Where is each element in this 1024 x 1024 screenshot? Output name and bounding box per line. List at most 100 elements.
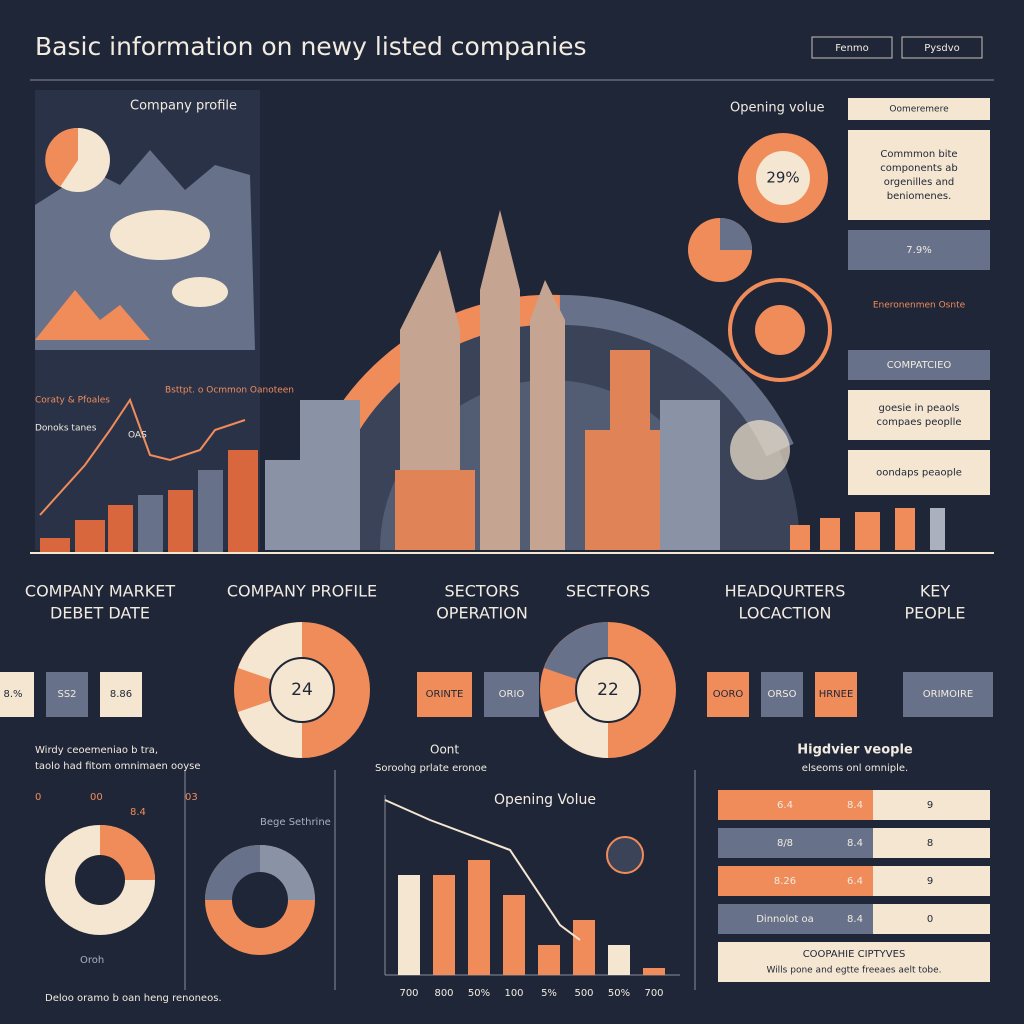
decor-rect (660, 400, 720, 550)
table-row (873, 790, 990, 820)
section-title: OPERATION (436, 604, 528, 623)
label: taolo had fitom omnimaen ooyse (35, 761, 201, 772)
decor-tspan: oondaps peaople (876, 468, 962, 479)
decor-polygon (480, 210, 520, 550)
label: Higdvier veople (797, 743, 913, 758)
chip (417, 672, 472, 717)
table-cell: 6.4 (777, 800, 793, 811)
decor-tspan: 7.9% (906, 245, 931, 256)
label: 8.4 (130, 807, 146, 818)
table-footer (718, 942, 990, 982)
decor-rect (608, 945, 630, 975)
decor-rect (643, 968, 665, 975)
info-box-text: goesie in peaols compaes peoplle (876, 403, 961, 428)
table-row (718, 790, 873, 820)
chip (707, 672, 749, 717)
table-cell: 8.4 (847, 914, 863, 925)
decor-circle (232, 872, 288, 928)
header-button[interactable] (901, 36, 983, 59)
chip-label: SS2 (57, 689, 76, 700)
label: 0 (35, 792, 41, 803)
decor-g (265, 400, 720, 550)
decor-rect (395, 470, 475, 550)
decor-path (45, 127, 78, 187)
section-title: COMPANY MARKET (25, 582, 175, 601)
decor-rect (138, 495, 163, 552)
decor-rect (300, 400, 360, 550)
table-row (873, 828, 990, 858)
info-box-text: 7.9% (906, 245, 931, 256)
chip-label: ORIO (499, 689, 525, 700)
table-cell: 8.4 (847, 838, 863, 849)
decor-polygon (530, 280, 565, 550)
decor-tspan: Commmon bite (880, 149, 957, 160)
label: 03 (185, 792, 198, 803)
decor-circle (606, 836, 644, 874)
header-button[interactable] (811, 36, 893, 59)
table-cell: 8 (927, 838, 933, 849)
chip (761, 672, 803, 717)
label: OAS (128, 431, 147, 441)
decor-g: Wirdy ceoemeniao b tra, taolo had fitom o… (35, 745, 331, 1004)
donut-value: 24 (291, 680, 313, 700)
chip (903, 672, 993, 717)
box-top: Oomeremere (889, 105, 949, 115)
section-title: HEADQURTERS (725, 582, 846, 601)
label: Coraty & Pfoales (35, 396, 110, 406)
decor-rect (610, 350, 650, 440)
table-row (718, 828, 873, 858)
hero-label: Company profile (130, 99, 237, 114)
table-cell: 6.4 (847, 876, 863, 887)
chip-label: ORSO (767, 689, 796, 700)
decor-rect (855, 512, 880, 550)
section-title: DEBET DATE (50, 604, 150, 623)
decor-rect (468, 860, 490, 975)
label: 100 (504, 988, 523, 999)
decor-rect (820, 518, 840, 550)
label: 800 (434, 988, 453, 999)
label: Opening Volue (494, 792, 596, 808)
decor-polygon (35, 290, 150, 340)
decor-rect (895, 508, 915, 550)
chip-label: OORO (713, 689, 744, 700)
donut-hole (269, 657, 335, 723)
decor-rect (265, 460, 305, 550)
chip-label: 8.% (3, 689, 22, 700)
decor-rect (503, 895, 525, 975)
info-box (848, 390, 990, 440)
section-title: SECTORS (444, 582, 519, 601)
label: Bsttpt. o Ocmmon Oanoteen (165, 386, 294, 396)
title: Basic information on newy listed compani… (35, 32, 587, 61)
table-row (873, 866, 990, 896)
label: Oroh (80, 955, 104, 966)
label: Deloo oramo b oan heng renoneos. (45, 993, 222, 1004)
section-title: COMPANY PROFILE (227, 582, 377, 601)
label: elseoms onl omniple. (802, 763, 908, 774)
decor-rect (538, 945, 560, 975)
button-label: Fenmo (835, 43, 869, 54)
decor-circle (755, 305, 805, 355)
decor-rect (108, 505, 133, 552)
info-box (848, 350, 990, 380)
hero-label: Opening volue (730, 101, 824, 116)
section-title: SECTFORS (566, 582, 650, 601)
decor-rect (433, 875, 455, 975)
decor-circle (730, 420, 790, 480)
decor-circle (75, 855, 125, 905)
label: Soroohg prlate eronoe (375, 763, 487, 774)
chip (100, 672, 142, 717)
decor-rect (198, 470, 223, 552)
decor-circle (756, 151, 810, 205)
decor-tspan: compaes peoplle (876, 417, 961, 428)
info-box-text: COMPATCIEO (887, 360, 952, 371)
label: 700 (399, 988, 418, 999)
donut-value: 22 (597, 680, 619, 700)
table-row (873, 904, 990, 934)
donut-hole (575, 657, 641, 723)
decor-rect (398, 875, 420, 975)
info-box (848, 130, 990, 220)
decor-rect (40, 538, 70, 552)
chip-label: ORIMOIRE (923, 689, 973, 700)
decor-rect (790, 525, 810, 550)
